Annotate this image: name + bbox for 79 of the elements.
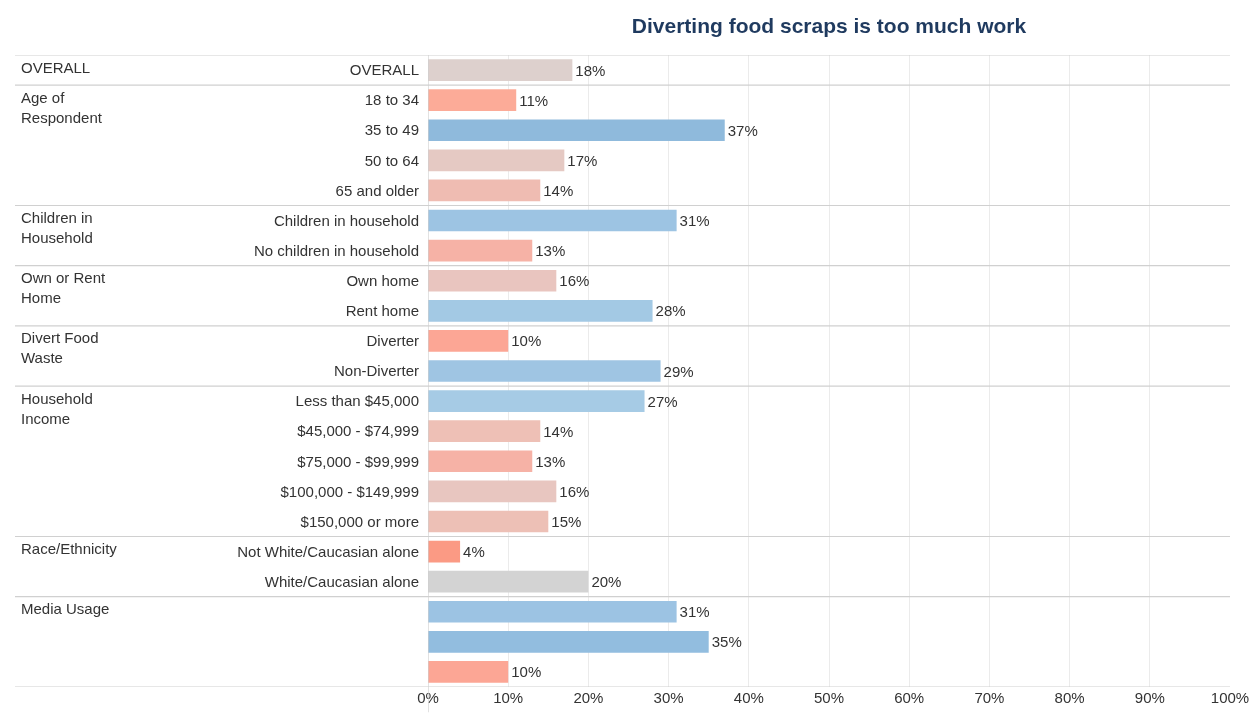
y-tick-label: 50 to 64 [364, 151, 419, 169]
bar [428, 119, 725, 142]
y-tick-label: Own home [346, 271, 419, 289]
data-label: 18% [575, 61, 606, 79]
x-tick-label: 80% [1054, 689, 1085, 706]
data-label: 37% [727, 121, 758, 139]
y-tick-label: $75,000 - $99,999 [297, 452, 419, 470]
bar [428, 540, 461, 563]
data-label: 15% [551, 512, 582, 530]
data-label: 29% [663, 362, 694, 380]
y-tick-label: Less than $45,000 [295, 392, 419, 410]
bar [428, 179, 541, 202]
y-tick-label: 18 to 34 [364, 91, 419, 109]
data-label: 11% [519, 91, 549, 109]
bar [428, 89, 517, 111]
y-tick-label: $150,000 or more [300, 512, 419, 530]
text: OVERALL [21, 59, 91, 76]
bar [428, 299, 653, 322]
bar [428, 480, 557, 503]
y-tick-label: 65 and older [335, 181, 419, 199]
data-label: 28% [655, 302, 686, 320]
y-tick-label: $100,000 - $149,999 [280, 482, 419, 500]
data-label: 20% [591, 573, 622, 591]
data-label: 16% [559, 482, 590, 500]
x-tick-label: 0% [417, 689, 439, 706]
x-tick-label: 90% [1134, 689, 1165, 706]
data-label: 4% [463, 543, 485, 561]
data-label: 10% [511, 332, 542, 350]
data-label: 35% [711, 633, 742, 651]
x-tick-label: 10% [493, 689, 524, 706]
bar [428, 390, 645, 412]
bar [428, 269, 557, 292]
y-tick-label: Not White/Caucasian alone [237, 542, 419, 560]
bar [428, 59, 573, 81]
y-tick-label: OVERALL [349, 61, 419, 79]
x-tick-label: 30% [653, 689, 684, 706]
y-tick-label: 35 to 49 [364, 121, 419, 139]
bar [428, 330, 509, 352]
y-tick-label: No children in household [253, 241, 419, 259]
y-tick-label: White/Caucasian alone [264, 572, 419, 590]
bar [428, 239, 533, 262]
bar [428, 149, 565, 172]
bar [428, 209, 677, 232]
text: Children in Household [21, 209, 93, 246]
bar [428, 661, 509, 683]
data-label: 13% [535, 452, 566, 470]
y-tick-label: Rent home [345, 302, 419, 320]
bar [428, 420, 541, 443]
bar [428, 631, 709, 653]
data-label: 27% [647, 392, 678, 410]
text: Race/Ethnicity [21, 540, 118, 557]
text: Household Income [21, 390, 93, 427]
x-tick-label: 40% [733, 689, 764, 706]
chart-title: Diverting food scraps is too much work [631, 13, 1027, 37]
y-tick-label: Diverter [366, 332, 419, 350]
data-label: 31% [679, 603, 710, 621]
x-tick-label: 50% [813, 689, 845, 706]
data-label: 14% [543, 181, 574, 199]
text: Media Usage [21, 600, 110, 617]
bar [428, 510, 549, 533]
x-tick-label: 70% [974, 689, 1005, 706]
data-label: 13% [535, 242, 566, 260]
data-label: 31% [679, 212, 710, 230]
bar [428, 600, 677, 623]
text: Divert Food Waste [21, 329, 99, 366]
bar [428, 450, 533, 473]
bar [428, 360, 661, 382]
y-tick-label: $45,000 - $74,999 [297, 422, 419, 440]
y-tick-label: Children in household [273, 211, 419, 229]
x-tick-label: 100% [1210, 689, 1250, 706]
data-label: 14% [543, 422, 574, 440]
data-label: 17% [567, 151, 598, 169]
x-tick-label: 20% [573, 689, 604, 706]
x-tick-label: 60% [894, 689, 925, 706]
text: Age of Respondent [21, 89, 103, 126]
data-label: 10% [511, 663, 542, 681]
y-tick-label: Non-Diverter [333, 362, 419, 380]
data-label: 16% [559, 272, 590, 290]
text: Own or Rent Home [21, 269, 107, 306]
